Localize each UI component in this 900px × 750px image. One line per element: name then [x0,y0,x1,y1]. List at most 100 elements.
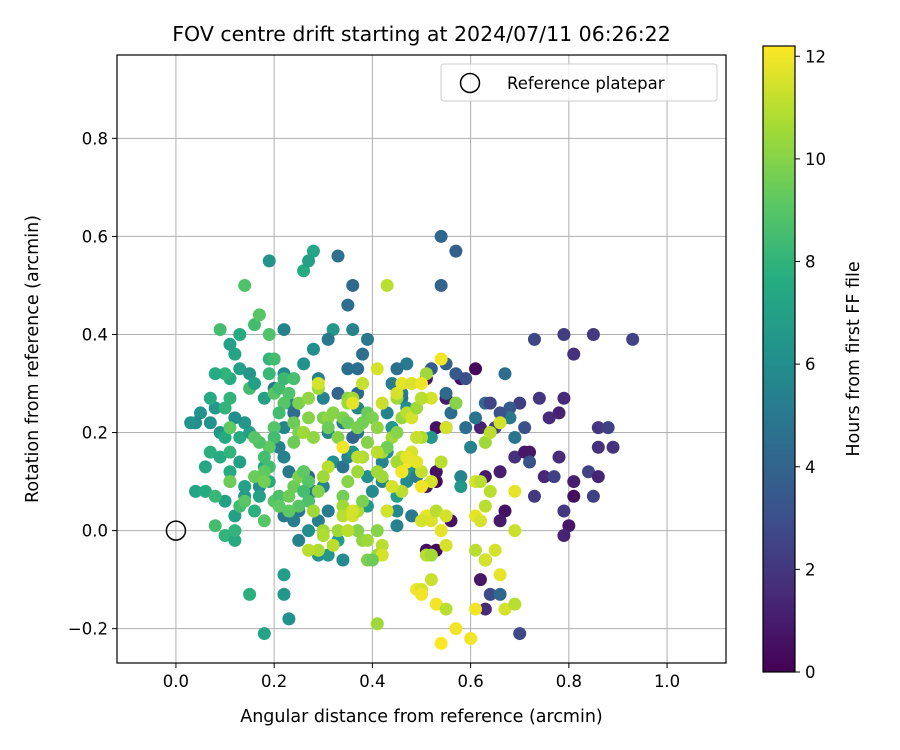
data-point [434,229,448,243]
data-point [233,327,247,341]
data-point [306,244,320,258]
data-point [380,440,394,454]
data-point [503,411,517,425]
data-point [297,357,311,371]
data-point [370,524,384,538]
data-point [336,509,350,523]
data-point [262,440,276,454]
data-point [473,475,487,489]
data-point [277,396,291,410]
data-point [469,411,483,425]
data-point [248,470,262,484]
y-tick-label: 0.8 [82,129,108,148]
data-point [243,587,257,601]
colorbar-tick-label: 12 [805,47,826,66]
data-point [267,352,281,366]
data-point [321,460,335,474]
data-point [248,504,262,518]
data-point [513,396,527,410]
data-point [429,597,443,611]
data-point [351,362,365,376]
data-point [356,347,370,361]
data-point [424,475,438,489]
data-point [223,421,237,435]
data-point [292,533,306,547]
data-point [233,362,247,376]
data-point [257,465,271,479]
data-point [252,489,266,503]
data-point [189,484,203,498]
data-point [424,430,438,444]
data-point [390,426,404,440]
data-point [527,332,541,346]
data-point [277,587,291,601]
x-tick-label: 0.0 [163,672,189,691]
data-point [567,475,581,489]
data-point [321,421,335,435]
data-point [464,440,478,454]
data-point [380,278,394,292]
data-point [449,622,463,636]
data-point [287,406,301,420]
data-point [297,484,311,498]
data-point [400,450,414,464]
data-point [557,391,571,405]
data-point [429,465,443,479]
data-point [567,347,581,361]
data-point [586,489,600,503]
data-point [415,391,428,405]
data-point [493,568,507,582]
data-point [218,430,232,444]
data-point [228,509,242,523]
data-point [508,524,522,538]
data-point [439,386,453,400]
data-point [302,475,316,489]
data-point [257,391,271,405]
data-point [223,475,237,489]
data-point [292,396,306,410]
data-point [380,504,394,518]
data-point [331,524,345,538]
data-point [336,489,350,503]
data-point [478,435,492,449]
data-point [306,504,320,518]
data-point [306,430,320,444]
colorbar-tick-label: 4 [805,458,816,477]
data-point [508,430,522,444]
data-point [267,421,281,435]
data-point [297,426,311,440]
data-point [336,553,350,567]
data-point [365,553,379,567]
data-point [557,529,571,543]
data-point [292,499,306,513]
data-point [483,426,497,440]
data-point [341,524,355,538]
data-point [282,612,296,626]
data-point [277,568,291,582]
data-point [223,465,237,479]
data-point [567,489,581,503]
data-point [360,533,374,547]
data-point [321,548,335,562]
data-point [434,636,448,650]
data-point [257,627,271,641]
data-point [493,587,507,601]
data-point [282,465,296,479]
data-point [390,519,404,533]
data-point [341,298,355,312]
data-point [365,484,379,498]
data-point [306,342,320,356]
y-tick-label: 0.2 [82,424,108,443]
data-point [238,479,252,493]
data-point [626,332,640,346]
data-point [434,524,448,538]
data-point [370,421,384,435]
data-point [415,377,428,391]
data-point [508,597,522,611]
data-point [228,524,242,538]
data-point [356,377,370,391]
data-point [552,406,566,420]
data-point [302,254,316,268]
data-point [321,504,335,518]
data-point [341,362,355,376]
